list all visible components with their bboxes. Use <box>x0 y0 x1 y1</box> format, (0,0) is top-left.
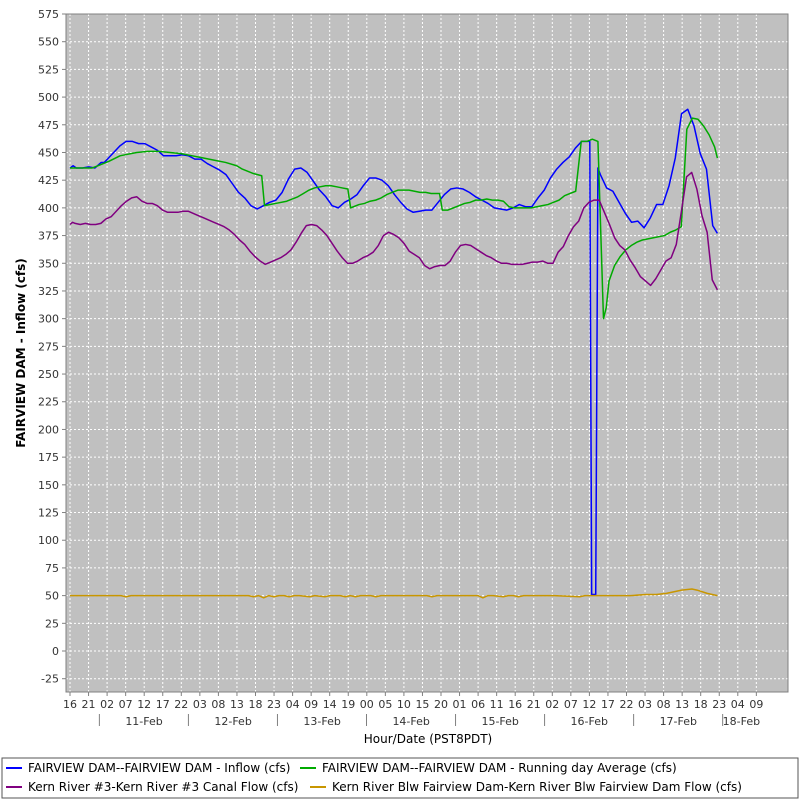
x-tick-label: 04 <box>731 698 745 711</box>
legend-label-1: FAIRVIEW DAM--FAIRVIEW DAM - Inflow (cfs… <box>28 761 290 775</box>
series-group <box>69 108 719 599</box>
y-tick-label: 325 <box>38 285 59 298</box>
x-tick-label: 19 <box>341 698 355 711</box>
x-tick-label: 07 <box>564 698 578 711</box>
grid <box>66 13 788 692</box>
x-tick-label: 17 <box>156 698 170 711</box>
legend-box <box>1 757 799 799</box>
y-tick-label: 425 <box>38 174 59 187</box>
x-tick-label: 10 <box>397 698 411 711</box>
x-axis-title: Hour/Date (PST8PDT) <box>364 732 492 746</box>
y-tick-label: 100 <box>38 534 59 547</box>
y-tick-label: 475 <box>38 119 59 132</box>
x-tick-label: 12 <box>137 698 151 711</box>
legend-label-3: Kern River #3-Kern River #3 Canal Flow (… <box>28 780 298 794</box>
x-tick-label: 01 <box>453 698 467 711</box>
series-line-2 <box>70 117 719 320</box>
legend-label-2: FAIRVIEW DAM--FAIRVIEW DAM - Running day… <box>322 761 677 775</box>
date-label: 17-Feb <box>660 715 697 728</box>
y-tick-label: 400 <box>38 202 59 215</box>
x-tick-label: 02 <box>545 698 559 711</box>
date-label: 13-Feb <box>303 715 340 728</box>
x-tick-label: 08 <box>211 698 225 711</box>
x-tick-label: 09 <box>304 698 318 711</box>
y-tick-label: 175 <box>38 451 59 464</box>
x-tick-label: 17 <box>601 698 615 711</box>
y-axis: -25 0 25 50 75 100 125 150 175 200 225 250 275 300 325… <box>38 8 66 686</box>
x-tick-label: 03 <box>193 698 207 711</box>
legend-label-4: Kern River Blw Fairview Dam-Kern River B… <box>332 780 742 794</box>
x-tick-label: 23 <box>267 698 281 711</box>
date-label: 15-Feb <box>481 715 518 728</box>
y-tick-label: 150 <box>38 479 59 492</box>
x-tick-label: 05 <box>378 698 392 711</box>
x-tick-label: 03 <box>638 698 652 711</box>
x-tick-label: 23 <box>712 698 726 711</box>
x-tick-label: 16 <box>508 698 522 711</box>
y-tick-label: 125 <box>38 507 59 520</box>
y-tick-label: 350 <box>38 257 59 270</box>
series-line-1 <box>69 108 719 596</box>
y-tick-label: 0 <box>52 645 59 658</box>
date-label: 14-Feb <box>392 715 429 728</box>
x-tick-label: 22 <box>620 698 634 711</box>
y-tick-label: 275 <box>38 340 59 353</box>
x-tick-label: 15 <box>415 698 429 711</box>
y-tick-label: 50 <box>45 590 59 603</box>
x-tick-label: 13 <box>675 698 689 711</box>
y-tick-label: 300 <box>38 313 59 326</box>
y-tick-label: 450 <box>38 146 59 159</box>
x-tick-label: 06 <box>471 698 485 711</box>
date-label: 16-Feb <box>571 715 608 728</box>
plot-border <box>65 13 789 693</box>
series-line-3 <box>69 171 719 291</box>
x-tick-label: 18 <box>249 698 263 711</box>
y-tick-label: 550 <box>38 36 59 49</box>
x-tick-label: 16 <box>63 698 77 711</box>
x-tick-label: 20 <box>434 698 448 711</box>
x-tick-label: 22 <box>174 698 188 711</box>
x-tick-label: 09 <box>749 698 763 711</box>
y-tick-label: 375 <box>38 230 59 243</box>
y-tick-label: -25 <box>41 673 59 686</box>
y-tick-label: 25 <box>45 617 59 630</box>
x-tick-label: 21 <box>527 698 541 711</box>
x-axis: 16 21 02 07 12 17 22 03 08 13 18 23 04 09 14 19 00 05 10 15… <box>63 692 763 728</box>
legend: FAIRVIEW DAM--FAIRVIEW DAM - Inflow (cfs… <box>1 757 799 799</box>
y-tick-label: 525 <box>38 63 59 76</box>
plot-area <box>66 14 788 692</box>
date-label: 12-Feb <box>214 715 251 728</box>
y-axis-title: FAIRVIEW DAM - Inflow (cfs) <box>14 258 28 448</box>
x-tick-label: 14 <box>323 698 337 711</box>
x-tick-label: 08 <box>657 698 671 711</box>
x-tick-label: 02 <box>100 698 114 711</box>
date-label: 11-Feb <box>125 715 162 728</box>
y-tick-label: 75 <box>45 562 59 575</box>
y-tick-label: 500 <box>38 91 59 104</box>
y-tick-label: 200 <box>38 423 59 436</box>
x-tick-label: 04 <box>286 698 300 711</box>
y-tick-label: 225 <box>38 396 59 409</box>
x-tick-label: 11 <box>490 698 504 711</box>
x-tick-label: 07 <box>119 698 133 711</box>
x-tick-label: 21 <box>82 698 96 711</box>
y-tick-label: 250 <box>38 368 59 381</box>
y-tick-label: 575 <box>38 8 59 21</box>
x-tick-label: 12 <box>582 698 596 711</box>
x-tick-label: 18 <box>694 698 708 711</box>
series-line-4 <box>70 588 718 599</box>
x-tick-label: 00 <box>360 698 374 711</box>
x-tick-label: 13 <box>230 698 244 711</box>
date-label: 18-Feb <box>723 715 760 728</box>
